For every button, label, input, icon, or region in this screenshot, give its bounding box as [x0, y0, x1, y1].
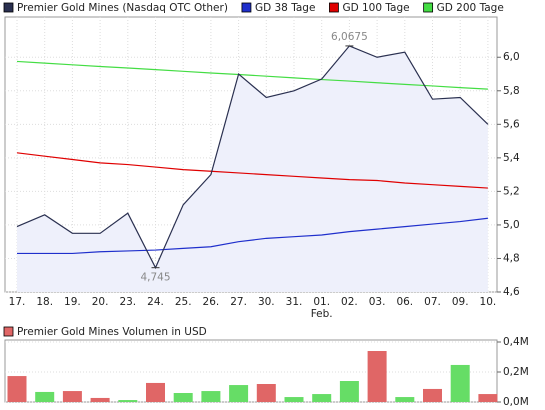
y-tick-label: 5,0 [503, 219, 520, 231]
y-tick-label: 4,8 [503, 252, 520, 264]
x-tick-label: 10. [480, 296, 497, 308]
legend-label: GD 200 Tage [437, 2, 504, 14]
value-label: 6,0675 [331, 31, 368, 43]
value-label: 4,745 [140, 272, 170, 284]
bar [256, 384, 276, 402]
x-tick-label: 25. [175, 296, 192, 308]
bar [118, 400, 138, 402]
bar [450, 364, 470, 402]
bar [35, 391, 55, 402]
x-tick-label: 23. [119, 296, 136, 308]
bar [62, 391, 82, 402]
series-line [16, 45, 489, 270]
y-tick-label: 5,6 [503, 118, 520, 130]
bar [284, 397, 304, 402]
x-tick-label: 01. [313, 296, 330, 308]
bar [339, 381, 359, 402]
series-line [16, 60, 488, 90]
y-tick-label: 5,8 [503, 85, 520, 97]
y-tick-label: 0,2M [503, 366, 529, 378]
volume-plot [4, 339, 498, 403]
y-tick-label: 5,2 [503, 185, 520, 197]
x-tick-label: 20. [92, 296, 109, 308]
x-tick-label: 27. [230, 296, 247, 308]
y-tick-label: 0,4M [503, 336, 529, 348]
series-line [17, 217, 488, 255]
x-tick-label: 07. [424, 296, 441, 308]
x-tick-label: 26. [203, 296, 220, 308]
y-tick-label: 6,0 [503, 51, 520, 63]
bar [146, 382, 165, 402]
y-tick-label: 4,6 [503, 286, 520, 298]
legend-label: GD 38 Tage [255, 2, 316, 14]
x-tick-label: 09. [452, 296, 469, 308]
x-tick-label: 31. [286, 296, 303, 308]
bar [7, 376, 27, 402]
legend-swatch [3, 326, 14, 337]
legend-swatch [423, 2, 434, 13]
bar [423, 388, 442, 402]
bar [395, 397, 415, 402]
y-tick-label: 5,4 [503, 152, 520, 164]
x-tick-label: 03. [369, 296, 386, 308]
x-tick-label: 18. [36, 296, 53, 308]
bar [229, 385, 249, 402]
legend-swatch [3, 2, 14, 13]
chart-title: Premier Gold Mines Volumen in USD [17, 326, 207, 338]
legend-label: Premier Gold Mines (Nasdaq OTC Other) [17, 2, 228, 14]
bar [173, 393, 193, 402]
y-tick-label: 0,0M [503, 396, 529, 408]
x-tick-label: 17. [9, 296, 26, 308]
x-tick-label: 19. [64, 296, 81, 308]
x-month-label: Feb. [311, 308, 333, 320]
x-tick-label: 06. [396, 296, 413, 308]
bar [312, 394, 332, 402]
legend-swatch [241, 2, 252, 13]
x-tick-label: 02. [341, 296, 358, 308]
x-tick-label: 30. [258, 296, 275, 308]
x-tick-label: 24. [147, 296, 164, 308]
price-area [17, 45, 488, 292]
legend-swatch [329, 2, 339, 13]
series-line [16, 152, 488, 189]
bar [478, 394, 498, 402]
bar [90, 397, 110, 402]
bar [201, 391, 221, 402]
legend-label: GD 100 Tage [342, 2, 409, 14]
bar [367, 351, 387, 402]
